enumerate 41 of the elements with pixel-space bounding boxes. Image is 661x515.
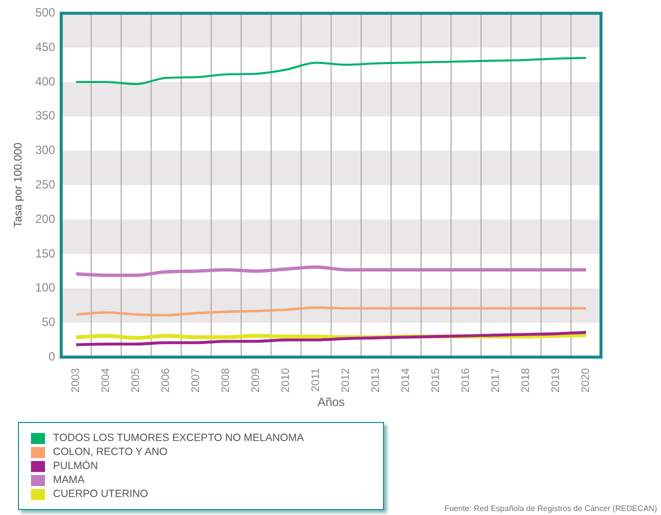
x-tick-label: 2007 — [190, 368, 202, 393]
x-tick-label: 2013 — [370, 368, 382, 393]
x-tick-label: 2012 — [340, 368, 352, 393]
x-axis-title: Años — [317, 395, 345, 410]
x-tick-label: 2014 — [400, 368, 412, 393]
x-tick-label: 2004 — [100, 368, 112, 393]
legend-label: PULMÓN — [53, 460, 98, 472]
line-series — [74, 330, 588, 346]
y-tick-label: 200 — [35, 212, 56, 226]
legend-label: TODOS LOS TUMORES EXCEPTO NO MELANOMA — [53, 432, 304, 444]
y-tick-label: 150 — [35, 246, 56, 260]
y-axis-title: Tasa por 100.000 — [12, 142, 25, 228]
y-tick-label: 50 — [42, 315, 56, 330]
y-tick-label: 450 — [35, 40, 56, 54]
x-tick-label: 2017 — [490, 368, 502, 393]
x-tick-label: 2019 — [550, 368, 562, 393]
x-tick-label: 2003 — [70, 368, 82, 393]
y-tick-label: 100 — [35, 280, 56, 295]
y-tick-label: 250 — [35, 177, 56, 192]
y-tick-label: 400 — [35, 74, 56, 88]
x-tick-label: 2009 — [250, 368, 262, 393]
y-tick-label: 300 — [35, 143, 56, 158]
line-series — [74, 306, 588, 316]
x-tick-label: 2020 — [580, 368, 592, 393]
x-tick-label: 2011 — [310, 368, 322, 392]
x-tick-label: 2016 — [460, 368, 472, 393]
y-tick-label: 350 — [35, 108, 56, 123]
y-tick-label: 0 — [48, 349, 56, 364]
x-tick-label: 2006 — [160, 368, 172, 393]
legend-label: COLON, RECTO Y ANO — [53, 446, 168, 458]
x-tick-label: 2015 — [430, 368, 442, 393]
legend-label: MAMA — [53, 474, 84, 486]
x-tick-label: 2010 — [280, 368, 292, 393]
x-tick-label: 2008 — [220, 368, 232, 393]
x-tick-label: 2018 — [520, 368, 532, 393]
line-series — [75, 56, 588, 86]
line-series — [74, 265, 588, 277]
y-tick-label: 500 — [35, 6, 56, 20]
x-tick-label: 2005 — [130, 368, 142, 393]
source-note: Fuente: Red Española de Registros de Cáncer (REDECAN) — [444, 504, 657, 513]
legend-label: CUERPO UTERINO — [53, 488, 148, 500]
